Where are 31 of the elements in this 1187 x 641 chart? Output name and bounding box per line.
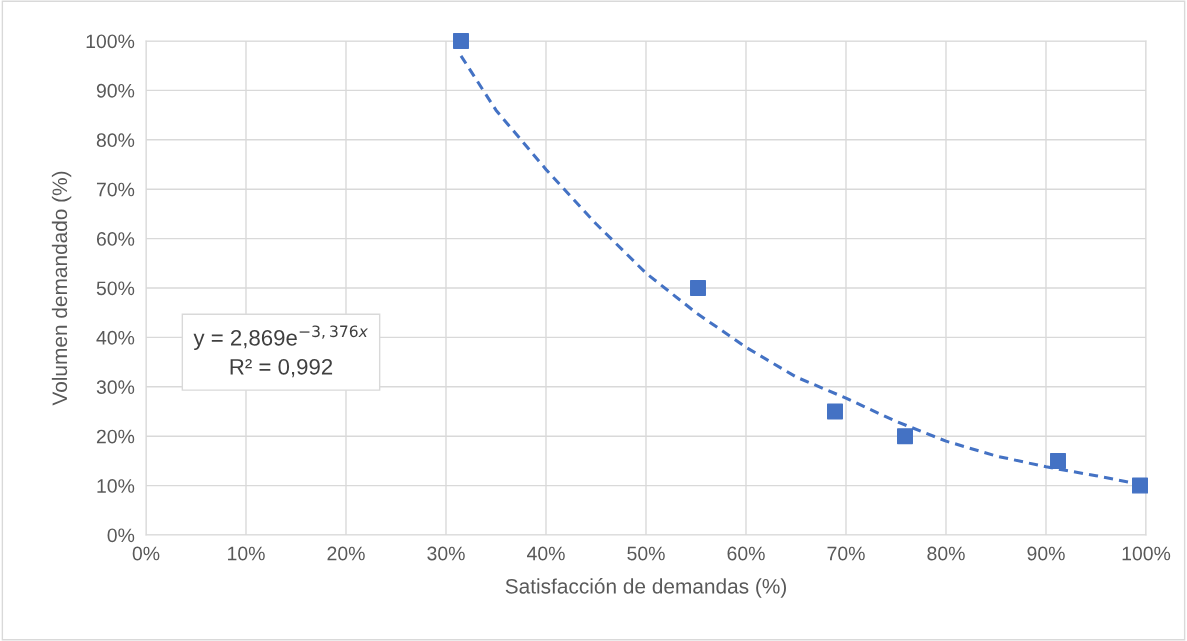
point	[897, 428, 913, 445]
y-tick-label: 70%	[96, 182, 135, 197]
point	[453, 33, 469, 49]
x-tick-label: 80%	[927, 546, 965, 561]
point	[690, 280, 706, 296]
text: y = 2,869e$^{−3,376x}$ R² = 0,992	[193, 325, 368, 378]
x-tick-label: 30%	[427, 546, 465, 561]
x-tick-label: 60%	[727, 546, 765, 561]
y-tick-label: 60%	[96, 232, 135, 246]
y-tick-label: 80%	[96, 133, 135, 148]
point	[827, 403, 843, 420]
x-tick-label: 70%	[827, 546, 865, 561]
x-tick-label: 20%	[327, 546, 365, 561]
y-tick-label: 50%	[96, 281, 135, 296]
x-tick-label: 50%	[627, 546, 665, 561]
y-tick-label: 20%	[96, 429, 135, 444]
x-tick-label: 10%	[228, 546, 265, 561]
y-tick-label: 90%	[96, 83, 135, 98]
x-tick-label: 90%	[1027, 546, 1065, 561]
y-tick-label: 100%	[86, 34, 135, 49]
x-tick-label: 0%	[132, 546, 160, 561]
x-tick-label: 40%	[526, 546, 565, 561]
y-tick-label: 40%	[96, 330, 135, 345]
y-tick-label: 30%	[96, 380, 135, 395]
y-tick-label: 0%	[107, 528, 135, 543]
x-tick-label: 100%	[1122, 546, 1171, 561]
point	[1132, 477, 1148, 494]
x-axis-title: Satisfacción de demandas (%)	[505, 578, 786, 598]
point	[1050, 452, 1066, 469]
y-axis-title: Volumen demandado (%)	[51, 171, 72, 406]
y-tick-label: 10%	[97, 479, 135, 493]
